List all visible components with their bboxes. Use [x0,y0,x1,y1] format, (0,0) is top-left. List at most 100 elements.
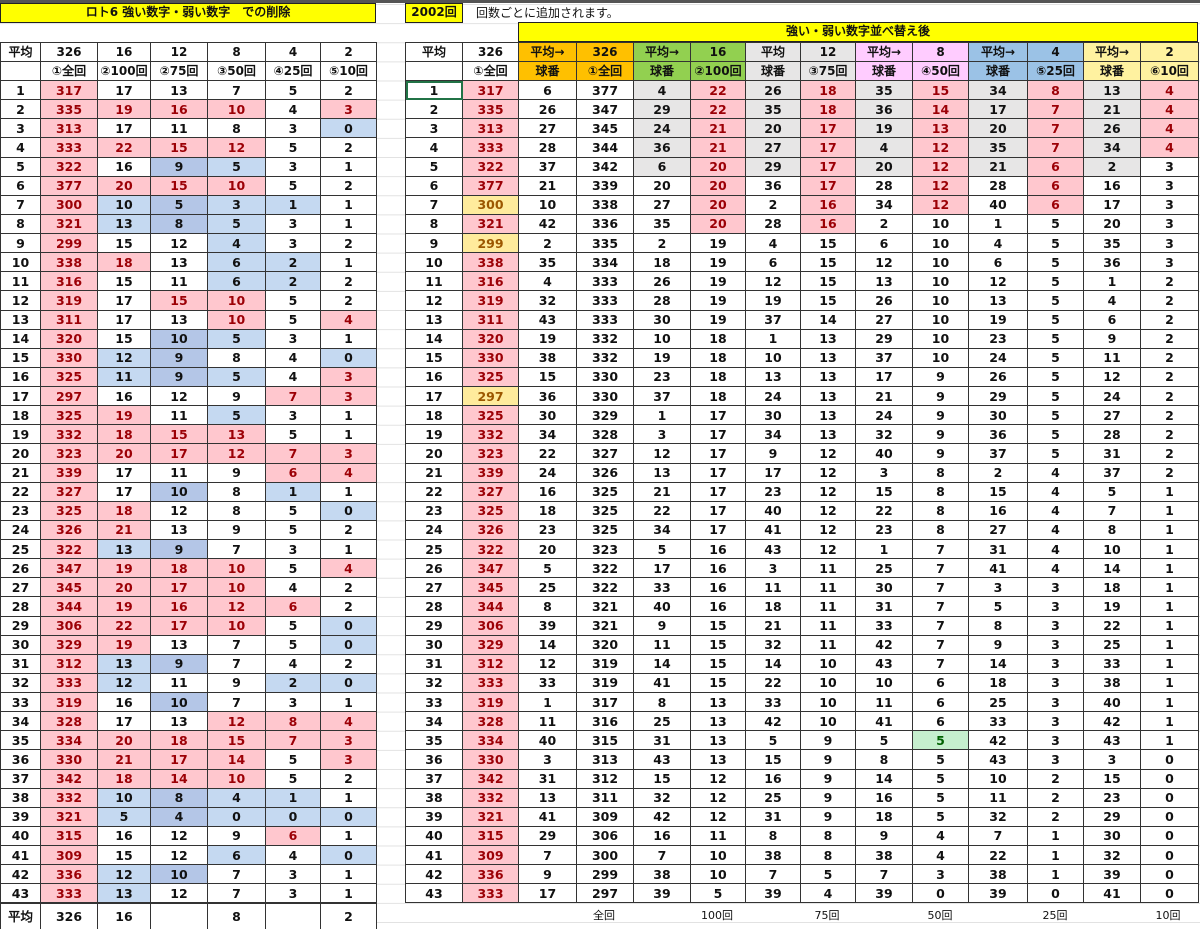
count-all[interactable]: 335 [40,99,98,120]
sorted-ball-number[interactable]: 18 [633,252,691,273]
sorted-count[interactable]: 5 [1027,213,1084,235]
sorted-ball-number[interactable]: 20 [1083,213,1141,235]
sorted-count[interactable]: 5 [912,749,969,770]
count-cell[interactable]: 4 [207,232,266,254]
count-all[interactable]: 300 [40,194,98,215]
sorted-count[interactable]: 4 [1027,500,1084,521]
sorted-count[interactable]: 7 [1027,137,1084,158]
count-cell[interactable]: 10 [207,577,266,598]
sorted-ball-number[interactable]: 41 [633,672,691,694]
sorted-count[interactable]: 2 [1140,462,1199,483]
sorted-count[interactable]: 6 [912,711,969,732]
sorted-ball-number[interactable]: 41 [1083,883,1141,904]
sorted-count[interactable]: 334 [576,252,634,273]
sorted-count[interactable]: 4 [1140,137,1199,158]
sorted-count[interactable]: 15 [800,232,856,254]
count-cell[interactable]: 3 [320,385,377,407]
count-all[interactable]: 309 [40,844,98,866]
sorted-count[interactable]: 3 [1140,156,1199,177]
count-cell[interactable]: 13 [97,883,151,904]
sorted-count[interactable]: 22 [690,79,746,101]
count-all[interactable]: 309 [462,844,519,866]
sorted-count[interactable]: 4 [1027,538,1084,560]
sorted-count[interactable]: 7 [912,538,969,560]
sorted-count[interactable]: 1 [1140,653,1199,674]
count-cell[interactable]: 22 [97,137,151,158]
sorted-ball-number[interactable]: 33 [745,691,801,713]
count-cell[interactable]: 8 [207,500,266,521]
sorted-ball-number[interactable]: 19 [633,347,691,368]
sorted-count[interactable]: 17 [690,519,746,541]
count-cell[interactable]: 11 [150,672,208,694]
count-all[interactable]: 377 [462,175,519,196]
count-cell[interactable]: 0 [265,806,321,827]
count-all[interactable]: 333 [40,883,98,904]
count-cell[interactable]: 3 [265,328,321,349]
count-cell[interactable]: 15 [97,328,151,349]
sorted-ball-number[interactable]: 9 [518,864,577,885]
sorted-ball-number[interactable]: 13 [518,787,577,808]
count-cell[interactable]: 12 [207,711,266,732]
rank-number[interactable]: 42 [405,864,463,885]
count-all[interactable]: 345 [462,577,519,598]
sorted-count[interactable]: 15 [690,672,746,694]
sorted-ball-number[interactable]: 35 [745,99,801,120]
count-cell[interactable]: 5 [207,328,266,349]
sorted-ball-number[interactable]: 40 [518,730,577,751]
sorted-ball-number[interactable]: 24 [968,347,1028,368]
sorted-ball-number[interactable]: 31 [855,596,913,617]
count-cell[interactable]: 1 [320,156,377,177]
rank-number[interactable]: 22 [405,481,463,502]
sorted-ball-number[interactable]: 40 [855,443,913,464]
count-all[interactable]: 333 [462,672,519,694]
count-all[interactable]: 315 [462,825,519,847]
sorted-ball-number[interactable]: 39 [518,615,577,636]
sorted-ball-number[interactable]: 32 [855,424,913,445]
rank-number[interactable]: 1 [405,79,463,101]
sorted-ball-number[interactable]: 42 [1083,711,1141,732]
sorted-count[interactable]: 17 [800,175,856,196]
sorted-count[interactable]: 20 [690,194,746,215]
sorted-count[interactable]: 4 [1140,118,1199,139]
count-cell[interactable]: 1 [320,194,377,215]
sorted-ball-number[interactable]: 43 [1083,730,1141,751]
sorted-count[interactable]: 5 [912,730,969,751]
count-all[interactable]: 306 [40,615,98,636]
count-cell[interactable]: 0 [320,806,377,827]
sorted-ball-number[interactable]: 30 [518,405,577,426]
count-cell[interactable]: 5 [265,309,321,330]
count-cell[interactable]: 10 [207,290,266,311]
sorted-ball-number[interactable]: 4 [633,79,691,101]
count-cell[interactable]: 2 [265,672,321,694]
sorted-count[interactable]: 2 [1140,347,1199,368]
sorted-ball-number[interactable]: 42 [745,711,801,732]
count-cell[interactable]: 0 [320,634,377,655]
count-cell[interactable]: 12 [207,596,266,617]
sorted-ball-number[interactable]: 26 [968,366,1028,388]
sorted-count[interactable]: 5 [800,864,856,885]
sorted-count[interactable]: 5 [1027,252,1084,273]
count-cell[interactable]: 14 [207,749,266,770]
sorted-ball-number[interactable]: 43 [633,749,691,770]
rank-number[interactable]: 29 [405,615,463,636]
count-cell[interactable]: 0 [320,615,377,636]
count-cell[interactable]: 16 [97,156,151,177]
sorted-count[interactable]: 4 [1140,79,1199,101]
count-cell[interactable]: 4 [265,347,321,368]
sorted-ball-number[interactable]: 16 [745,768,801,789]
rank-number[interactable]: 30 [405,634,463,655]
sorted-ball-number[interactable]: 6 [1083,309,1141,330]
sorted-count[interactable]: 8 [800,825,856,847]
sorted-count[interactable]: 2 [1027,768,1084,789]
sorted-count[interactable]: 15 [912,79,969,101]
count-cell[interactable]: 13 [97,538,151,560]
sorted-ball-number[interactable]: 1 [633,405,691,426]
sorted-count[interactable]: 17 [690,424,746,445]
sorted-count[interactable]: 329 [576,405,634,426]
sorted-ball-number[interactable]: 21 [1083,99,1141,120]
sorted-ball-number[interactable]: 32 [633,787,691,808]
sorted-count[interactable]: 15 [690,653,746,674]
count-cell[interactable]: 17 [150,749,208,770]
count-all[interactable]: 330 [462,749,519,770]
rank-number[interactable]: 9 [405,232,463,254]
